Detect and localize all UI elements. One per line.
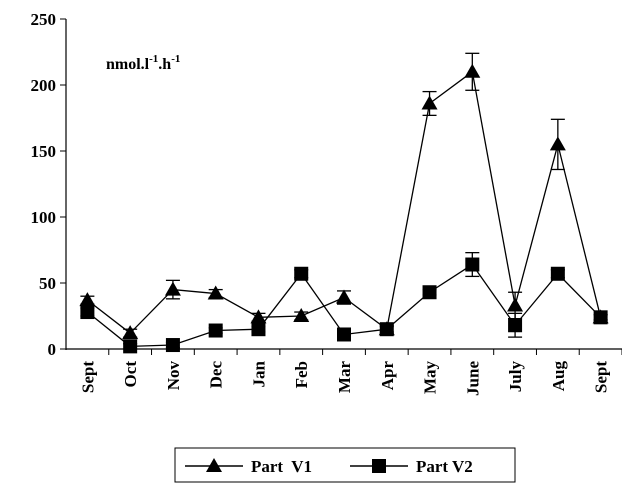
x-tick-label: Dec [207,361,226,389]
x-tick-label: July [506,361,525,393]
data-point [164,281,181,296]
data-point [165,338,180,353]
data-point [379,322,394,337]
data-point [464,63,481,78]
data-point [80,305,95,320]
data-point [421,95,438,110]
x-tick-label: Apr [378,361,397,391]
y-tick-label: 250 [31,10,57,29]
y-tick-label: 50 [39,274,56,293]
y-tick-label: 200 [31,76,57,95]
x-tick-label: Sept [592,361,611,393]
data-point [122,325,139,340]
annotation-sup: -1 [171,53,180,65]
legend-label: Part V2 [416,457,473,476]
x-tick-label: Aug [549,361,568,392]
legend-label: Part V1 [251,457,312,476]
data-point [508,318,523,333]
y-tick-label: 150 [31,142,57,161]
legend-marker [206,458,222,472]
data-point [79,292,96,307]
x-tick-label: Sept [78,361,97,393]
data-point [422,285,437,300]
x-tick-label: June [463,361,482,396]
data-point [208,323,223,338]
data-point [123,339,138,354]
data-point [336,289,352,304]
unit-annotation: nmol.l-1.h-1 [106,53,180,73]
legend-box [174,447,516,483]
x-tick-label: Jan [249,360,268,387]
data-point [207,285,224,300]
data-point [293,308,310,322]
data-point [250,309,267,324]
data-point [550,266,565,281]
annotation-part: .h [158,56,171,73]
data-point [507,297,524,312]
data-point [294,266,309,281]
x-tick-label: Oct [121,361,140,388]
data-point [549,136,566,151]
data-point [593,310,608,325]
data-point [251,322,266,337]
annotation-sup: -1 [149,53,158,65]
x-tick-label: Mar [335,361,354,394]
y-tick-label: 0 [48,340,57,359]
legend-marker [372,459,386,473]
annotation-part: nmol.l [106,56,150,73]
data-point [465,257,480,272]
x-tick-label: Feb [292,361,311,388]
x-tick-label: Nov [164,361,183,391]
y-tick-label: 100 [31,208,57,227]
data-point [337,327,351,342]
x-tick-label: May [421,361,440,395]
